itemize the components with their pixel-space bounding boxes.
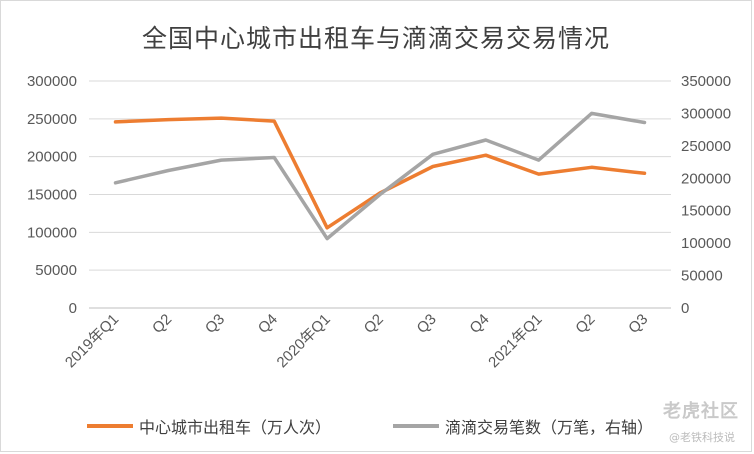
legend-swatch-didi — [393, 424, 439, 428]
y-right-tick-label: 300000 — [681, 105, 731, 122]
y-left-tick-label: 100000 — [27, 224, 77, 241]
y-right-tick-label: 250000 — [681, 138, 731, 155]
x-tick-label: Q3 — [202, 311, 228, 337]
y-left-tick-label: 250000 — [27, 111, 77, 128]
x-tick-label: Q2 — [149, 311, 175, 337]
y-left-tick-label: 200000 — [27, 149, 77, 166]
x-tick-label: Q2 — [361, 311, 387, 337]
legend-item-didi: 滴滴交易笔数（万笔，右轴） — [393, 414, 653, 438]
y-right-tick-label: 50000 — [681, 268, 723, 285]
y-left-tick-label: 0 — [69, 300, 77, 317]
legend-label-didi: 滴滴交易笔数（万笔，右轴） — [445, 418, 654, 437]
x-tick-label: Q4 — [255, 311, 281, 337]
watermark-handle: @老铁科技说 — [669, 431, 735, 444]
series-line-didi — [113, 111, 647, 241]
y-right-tick-label: 200000 — [681, 170, 731, 187]
y-right-tick-label: 150000 — [681, 203, 731, 220]
legend-item-taxi: 中心城市出租车（万人次） — [87, 414, 331, 438]
x-tick-label: 2021年Q1 — [485, 311, 545, 371]
y-right-tick-label: 100000 — [681, 235, 731, 252]
y-left-tick-label: 300000 — [27, 73, 77, 90]
legend-swatch-taxi — [87, 424, 133, 428]
y-left-tick-label: 150000 — [27, 187, 77, 204]
y-left-tick-label: 50000 — [35, 262, 77, 279]
y-right-tick-label: 0 — [681, 300, 689, 317]
chart-title: 全国中心城市出租车与滴滴交易交易情况 — [141, 24, 610, 53]
x-tick-label: Q3 — [625, 311, 651, 337]
x-tick-label: Q4 — [466, 311, 492, 337]
x-tick-label: 2019年Q1 — [62, 311, 122, 371]
x-tick-label: 2020年Q1 — [274, 311, 334, 371]
watermark-brand: 老虎社区 — [663, 401, 739, 422]
legend-label-taxi: 中心城市出租车（万人次） — [139, 418, 332, 437]
x-tick-label: Q2 — [572, 311, 598, 337]
x-tick-label: Q3 — [414, 311, 440, 337]
y-right-tick-label: 350000 — [681, 73, 731, 90]
